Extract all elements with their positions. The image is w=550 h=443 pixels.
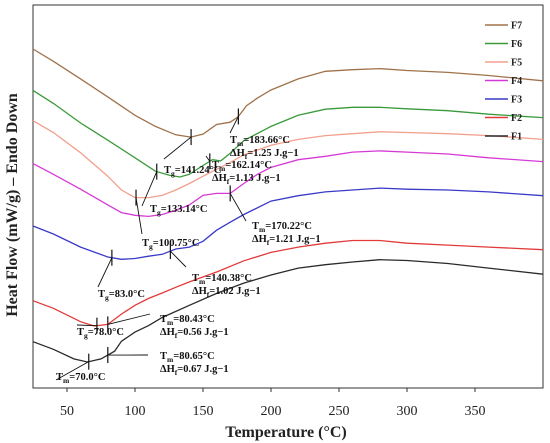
annotation-text: Tm=80.65°C <box>160 351 215 364</box>
annotation-text-secondary: ΔHf=0.56 J.g−1 <box>160 327 229 340</box>
annotation-f3-6: Tg=83.0°C <box>97 249 145 302</box>
annotation-text: Tg=78.0°C <box>77 327 124 340</box>
annotation-leader <box>205 155 211 162</box>
x-tick-label: 100 <box>125 404 146 419</box>
annotation-text: Tm=140.38°C <box>192 273 252 286</box>
annotation-leader <box>170 250 187 268</box>
legend-label-f4: F4 <box>511 76 522 87</box>
annotation-leader <box>135 197 143 235</box>
x-tick-label: 200 <box>261 404 282 419</box>
x-tick-label: 300 <box>397 404 418 419</box>
annotation-text-secondary: ΔHf=1.13 J.g−1 <box>212 173 281 186</box>
annotation-f2-8: Tg=78.0°C <box>76 317 124 340</box>
annotation-text: Tm=170.22°C <box>252 221 312 234</box>
annotation-text: Tm=70.0°C <box>56 372 105 385</box>
legend-label-f1: F1 <box>511 132 522 143</box>
annotation-f6-2: Tg=133.14°C <box>141 163 207 217</box>
legend-label-f3: F3 <box>511 95 522 106</box>
series-line-f5 <box>32 120 544 199</box>
legend-label-f2: F2 <box>511 113 522 124</box>
x-tick-label: 250 <box>329 404 350 419</box>
annotation-text-secondary: ΔHf=1.02 J.g−1 <box>192 286 261 299</box>
x-tick-label: 150 <box>193 404 214 419</box>
series-line-f6 <box>32 89 544 178</box>
annotation-leader <box>107 313 151 325</box>
y-axis-label: Heat Flow (mW/g) – Endo Down <box>4 93 21 317</box>
annotation-leader <box>229 116 239 134</box>
series-line-f1 <box>32 259 544 363</box>
plot-frame <box>32 4 544 389</box>
series-line-f2 <box>32 239 544 327</box>
annotation-text: Tg=141.24°C <box>164 165 221 178</box>
annotation-text-secondary: ΔHf=1.25 J.g−1 <box>230 148 299 161</box>
annotation-f1-10: Tm=70.0°C <box>55 353 105 385</box>
x-axis-ticks: 50 100 150 200 250 300 350 <box>60 388 486 419</box>
legend-label-f6: F6 <box>511 39 522 50</box>
annotation-leader <box>229 193 247 222</box>
x-tick-label: 50 <box>60 404 74 419</box>
series-line-f3 <box>32 187 544 260</box>
annotation-f7-0: Tg=141.24°C <box>163 129 221 178</box>
x-tick-label: 350 <box>465 404 486 419</box>
annotation-text: Tg=83.0°C <box>98 289 145 302</box>
annotation-text-secondary: ΔHf=0.67 J.g−1 <box>160 364 229 377</box>
annotation-leader <box>76 324 97 327</box>
annotation-leader <box>97 257 113 288</box>
annotation-leader <box>141 171 158 207</box>
annotation-text: Tg=133.14°C <box>150 204 207 217</box>
legend: F7 F6 F5 F4 F3 F2 F1 <box>485 21 522 143</box>
series-line-f4 <box>32 150 544 218</box>
annotation-text: Tm=183.66°C <box>230 135 290 148</box>
legend-label-f7: F7 <box>511 21 522 32</box>
series-line-f7 <box>32 48 544 138</box>
annotation-text-secondary: ΔHf=1.21 J.g−1 <box>252 234 321 247</box>
annotation-f5-4: Tg=100.75°C <box>135 189 199 251</box>
legend-label-f5: F5 <box>511 58 522 69</box>
annotation-leader <box>163 136 192 160</box>
annotation-text: Tg=100.75°C <box>142 238 199 251</box>
series-layer <box>32 48 544 363</box>
annotation-leader <box>55 361 89 381</box>
annotation-text: Tm=80.43°C <box>160 314 215 327</box>
annotation-text: Tm=162.14°C <box>212 160 272 173</box>
x-axis-label: Temperature (°C) <box>225 424 346 441</box>
